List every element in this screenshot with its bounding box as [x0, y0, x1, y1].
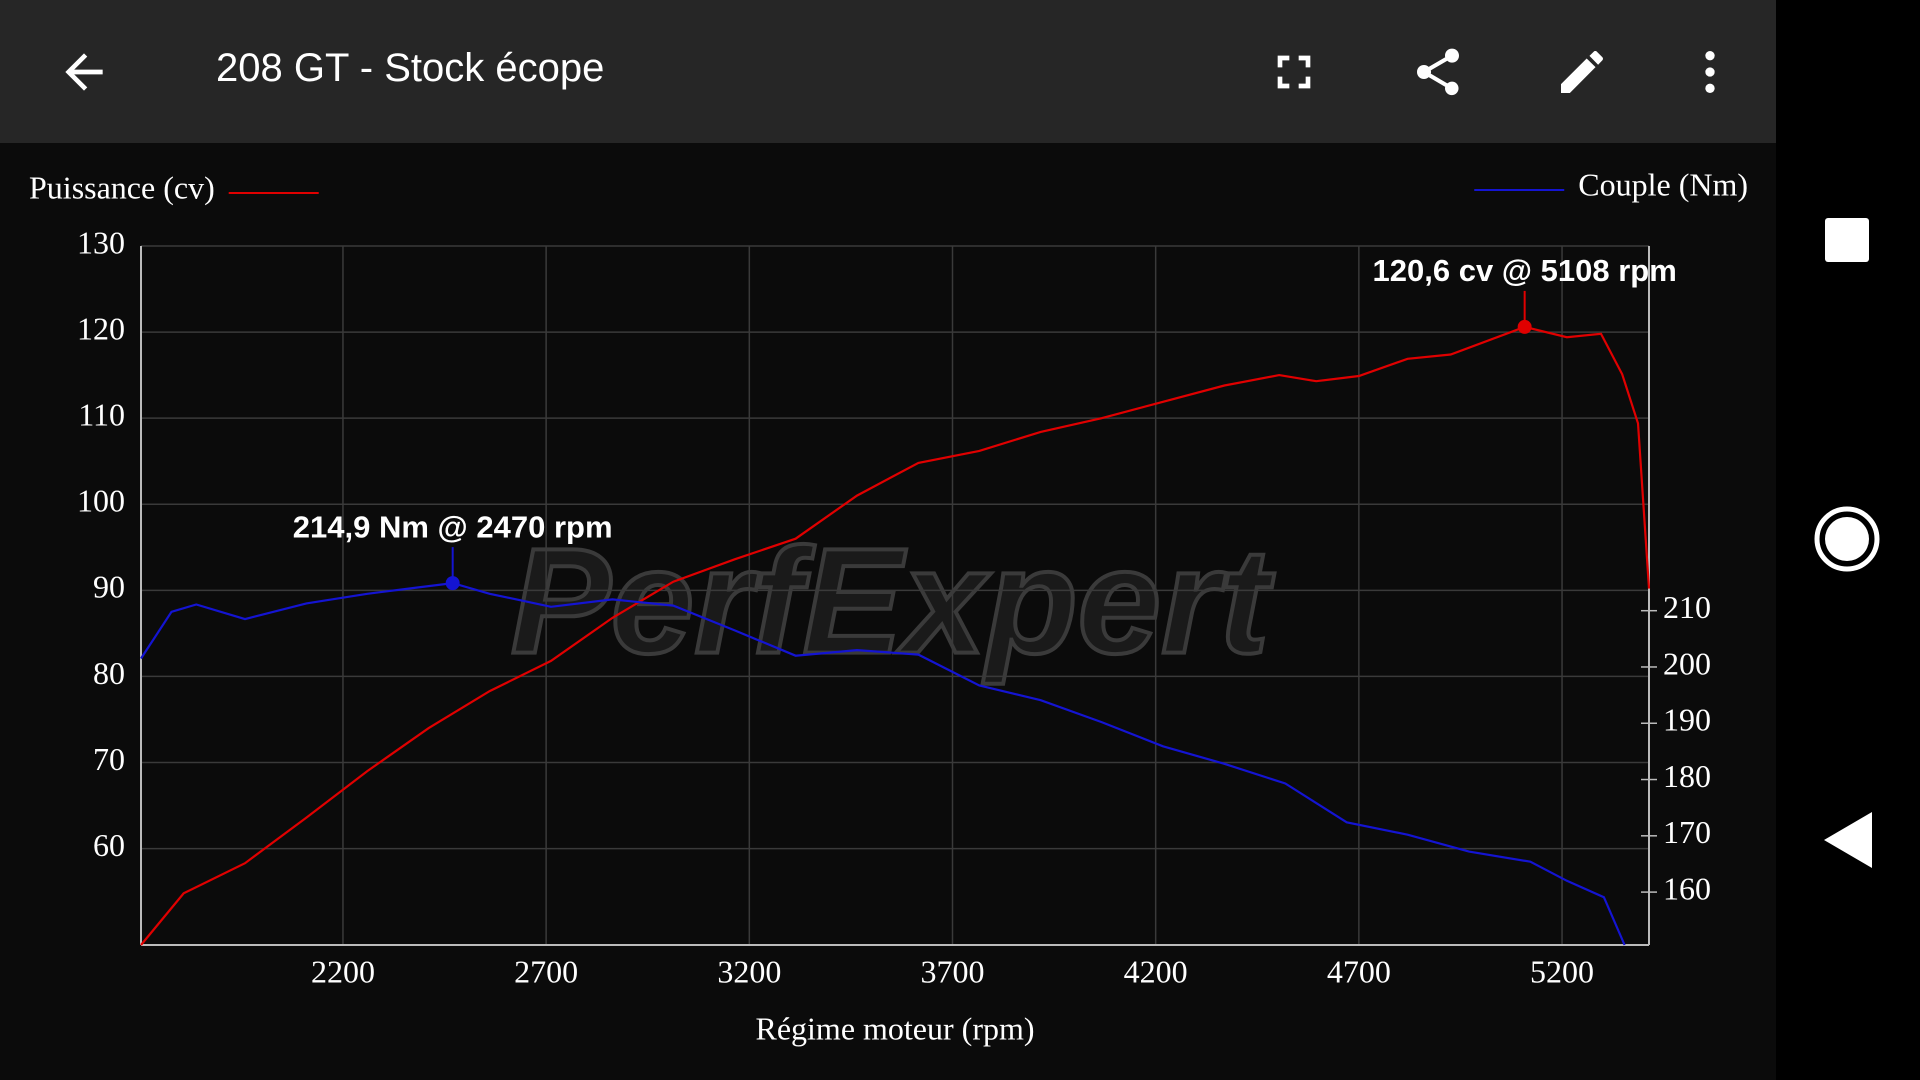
y-tick-label: 70	[93, 741, 125, 777]
watermark: PerfExpert	[511, 517, 1276, 685]
fullscreen-button[interactable]	[1266, 44, 1322, 100]
chart: PerfExpert 2200 2700 3200 3700 4200 4700 5200 60…	[29, 166, 1748, 1046]
y-tick-label: 80	[93, 655, 125, 691]
series-line	[140, 325, 1651, 946]
annotation-label: 214,9 Nm @ 2470 rpm	[293, 509, 613, 544]
x-tick-label: 2200	[311, 953, 375, 989]
nav-bar	[1776, 0, 1920, 1080]
recents-button[interactable]	[1825, 218, 1869, 262]
y2-tick-label: 180	[1663, 758, 1711, 794]
y-tick-label: 130	[77, 224, 125, 260]
annotation-point	[445, 576, 460, 591]
y2-tick-label: 210	[1663, 589, 1711, 625]
back-nav-button[interactable]	[1824, 812, 1872, 868]
home-button[interactable]	[1814, 506, 1880, 572]
x-tick-label: 2700	[514, 953, 578, 989]
nav-icons	[1814, 218, 1880, 868]
x-tick-label: 4200	[1124, 953, 1188, 989]
home-button-inner	[1825, 517, 1869, 561]
x-tick-label: 4700	[1327, 953, 1391, 989]
x-axis-title: Régime moteur (rpm)	[755, 1010, 1034, 1046]
y2-tick-label: 200	[1663, 645, 1711, 681]
x-tick-label: 3200	[717, 953, 781, 989]
y2-tick-label: 160	[1663, 870, 1711, 906]
more-button[interactable]	[1682, 44, 1738, 100]
y-tick-label: 60	[93, 827, 125, 863]
legend-label: Couple (Nm)	[1578, 166, 1748, 202]
y-tick-label: 120	[77, 310, 125, 346]
edit-button[interactable]	[1554, 44, 1610, 100]
back-button[interactable]	[56, 44, 112, 100]
y2-tick-label: 170	[1663, 814, 1711, 850]
annotation-point	[1517, 319, 1532, 334]
app-title: 208 GT - Stock écope	[216, 46, 605, 90]
y-tick-label: 100	[77, 483, 125, 519]
y2-tick-label: 190	[1663, 702, 1711, 738]
app-bar: 208 GT - Stock écope	[0, 0, 1776, 143]
series-line	[140, 581, 1626, 946]
x-tick-label: 5200	[1530, 953, 1594, 989]
legend-label: Puissance (cv)	[29, 169, 215, 205]
y-tick-label: 90	[93, 569, 125, 605]
annotation-label: 120,6 cv @ 5108 rpm	[1373, 253, 1677, 288]
y-tick-label: 110	[78, 397, 125, 433]
share-button[interactable]	[1410, 44, 1466, 100]
x-tick-label: 3700	[920, 953, 984, 989]
